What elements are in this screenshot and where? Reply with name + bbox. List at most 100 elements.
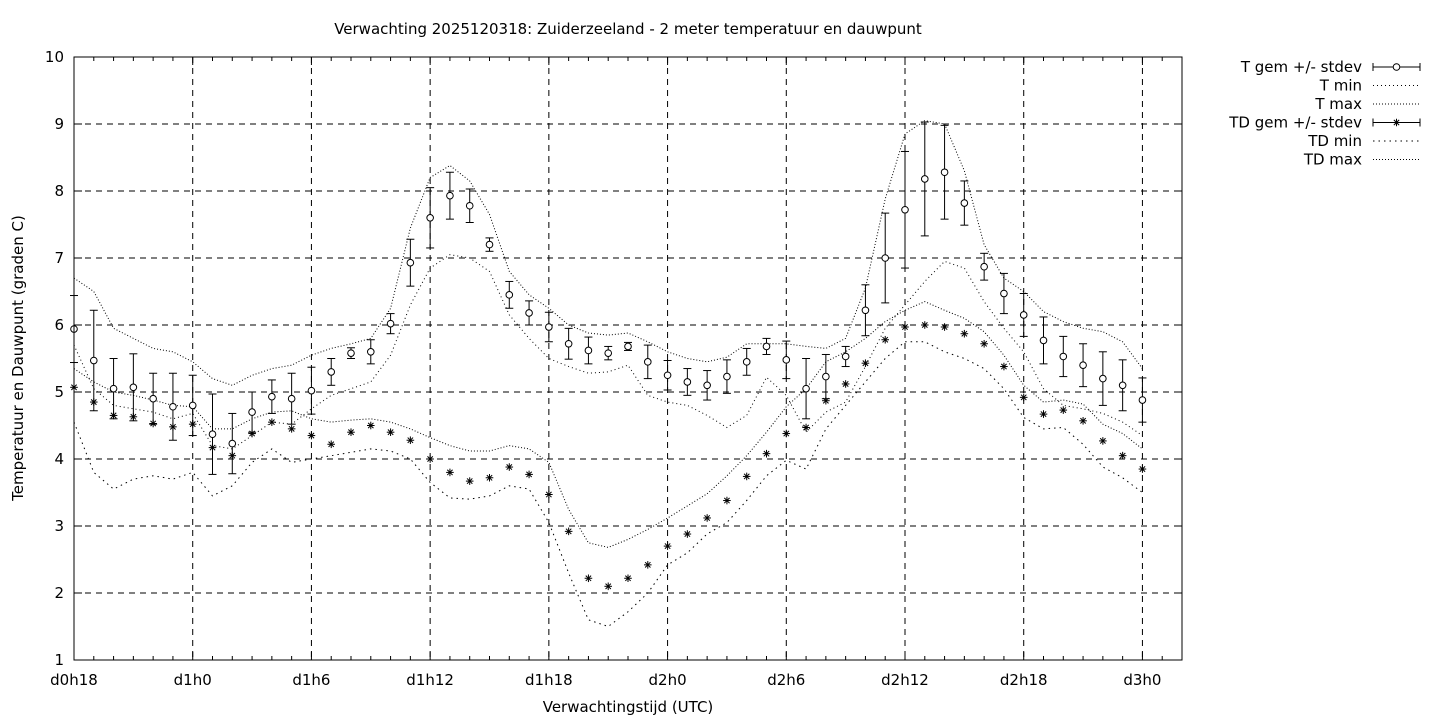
x-tick-label: d1h6 (292, 671, 330, 689)
marker-circle (149, 394, 157, 403)
series-td-mean-point (505, 463, 514, 471)
series-td-mean-point (604, 582, 613, 591)
marker-circle (604, 349, 613, 357)
series-t-mean-point (1019, 293, 1028, 337)
series-t-mean-point (742, 347, 751, 376)
legend-label: TD max (1303, 151, 1362, 169)
series-t-mean-point (485, 237, 494, 252)
marker-circle (901, 205, 909, 214)
series-t-mean-point (386, 313, 395, 335)
marker-circle (624, 342, 632, 351)
series-td-mean-point (1079, 417, 1087, 425)
series-t-mean-point (327, 358, 336, 386)
series-t-mean-point (920, 121, 929, 237)
y-tick-label: 3 (54, 517, 64, 535)
series-td-mean-point (643, 561, 652, 569)
series-t-mean-point (980, 252, 989, 281)
series-td-mean-point (248, 429, 256, 438)
y-axis-label: Temperatuur en Dauwpunt (graden C) (9, 215, 27, 502)
x-tick-label: d2h18 (1000, 671, 1048, 689)
series-td-mean-point (1039, 410, 1048, 418)
marker-circle (1039, 336, 1048, 345)
legend-entry: TD gem +/- stdev (1228, 114, 1421, 132)
marker-circle (287, 394, 296, 403)
series-t-mean-point (802, 358, 811, 420)
series-t-mean-point (1098, 351, 1107, 406)
series-t-mean-point (782, 340, 791, 380)
marker-circle (109, 384, 118, 393)
series-t-mean-point (445, 171, 454, 220)
x-tick-label: d1h18 (525, 671, 573, 689)
x-tick-label: d1h0 (174, 671, 212, 689)
series-td-mean-point (149, 419, 157, 428)
series-td-mean-point (208, 443, 217, 452)
series-t-mean-point (544, 311, 553, 343)
series-td-mean-point (465, 477, 474, 485)
marker-circle (485, 240, 494, 249)
series-t-mean-point (267, 379, 276, 414)
series-t-mean-point (366, 339, 375, 365)
marker-circle (802, 384, 810, 393)
series-td-mean-point (762, 449, 771, 458)
marker-circle (525, 309, 533, 317)
marker-circle (940, 168, 949, 177)
legend-label: T max (1314, 95, 1362, 113)
marker-circle (366, 348, 375, 356)
series-t-mean-point (505, 280, 514, 309)
series-t-mean-point (663, 360, 672, 391)
series-t-mean-point (881, 212, 890, 304)
series-t-mean-point (465, 188, 474, 223)
series-t-mean-point (89, 309, 98, 412)
series-td-mean-point (564, 527, 573, 536)
series-td-mean-point (268, 418, 276, 426)
y-tick-label: 8 (54, 182, 64, 200)
marker-circle (1099, 374, 1107, 383)
series-t-mean-point (208, 393, 217, 475)
marker-circle (505, 291, 514, 299)
series-td-mean-point (742, 472, 751, 481)
series-td-mean-point (1138, 465, 1147, 473)
series-t-mean-point (940, 124, 949, 220)
legend-label: T min (1319, 77, 1362, 95)
marker-circle (1000, 289, 1008, 298)
y-tick-label: 10 (45, 48, 64, 66)
series-t-mean-point (762, 337, 771, 355)
marker-circle (1019, 311, 1028, 319)
series-td-mean-point (920, 321, 929, 329)
series-t-mean-point (703, 370, 712, 401)
series-td-mean-point (802, 423, 810, 432)
marker-circle (188, 401, 197, 410)
marker-circle (782, 356, 791, 364)
marker-circle (703, 381, 711, 390)
series-td-mean-point (1118, 451, 1127, 460)
series-layer (70, 120, 1147, 628)
series-td-mean-point (525, 470, 533, 479)
marker-circle (406, 258, 415, 267)
y-axis-ticks: 1 2 3 4 5 6 7 8 9 10 (45, 48, 1182, 669)
series-t-mean-point (287, 372, 296, 425)
series-td-mean-point (1059, 406, 1068, 414)
marker-circle (643, 358, 652, 366)
series-td-mean-point (327, 440, 336, 449)
series-t-mean-point (1039, 316, 1048, 365)
series-td-mean-point (901, 323, 909, 331)
series-td-mean-point (683, 530, 692, 538)
series-t-mean-point (624, 341, 632, 351)
y-tick-label: 5 (54, 383, 64, 401)
series-t-mean-point (109, 358, 118, 420)
y-tick-label: 2 (54, 584, 64, 602)
marker-circle (960, 199, 969, 207)
series-t-mean-point (1118, 359, 1127, 412)
x-tick-label: d3h0 (1123, 671, 1161, 689)
series-t-mean-point (999, 272, 1008, 315)
series-t-mean-point (347, 347, 355, 359)
legend-label: TD min (1307, 132, 1362, 150)
series-td-mean-point (841, 380, 850, 388)
series-t-mean-point (248, 391, 257, 433)
y-tick-label: 6 (54, 316, 64, 334)
series-td-mean-point (129, 412, 138, 421)
marker-circle (228, 439, 237, 448)
legend-label: TD gem +/- stdev (1228, 114, 1362, 132)
